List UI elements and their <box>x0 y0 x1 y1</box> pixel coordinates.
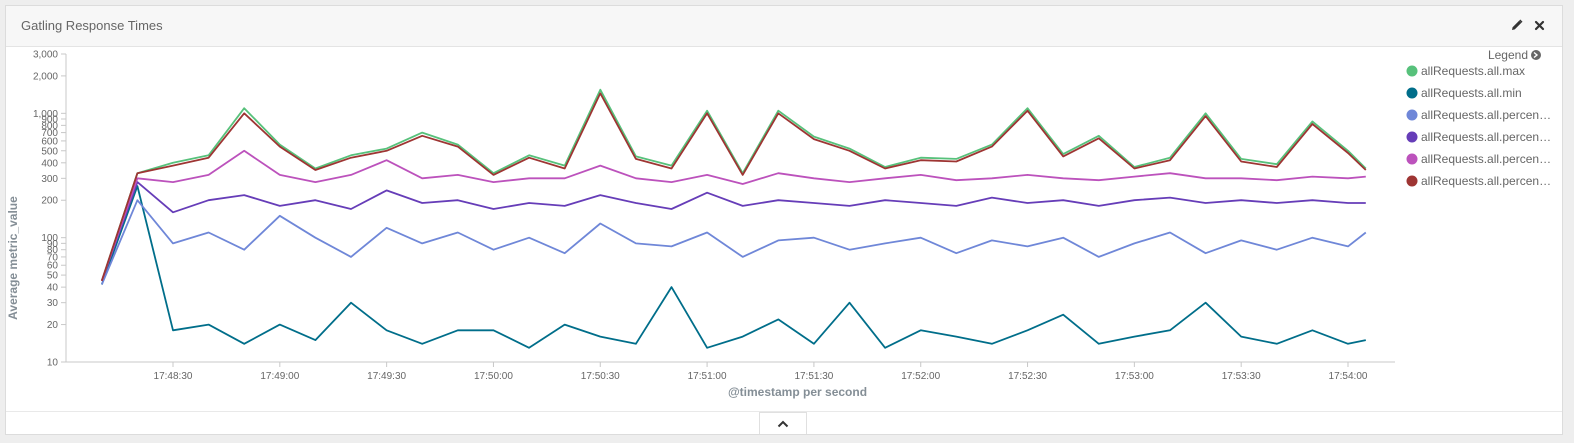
pencil-icon[interactable] <box>1508 16 1526 34</box>
series-line-2 <box>100 185 1366 349</box>
series-line-4 <box>100 181 1366 282</box>
x-tick-label: 17:50:00 <box>474 371 513 382</box>
y-tick-label: 700 <box>41 128 58 139</box>
series-line-1 <box>100 88 1367 282</box>
y-tick-label: 900 <box>41 115 58 126</box>
x-tick-label: 17:48:30 <box>154 371 193 382</box>
y-axis-title: Average metric_value <box>6 196 20 320</box>
legend-item-1[interactable]: allRequests.all.max <box>1421 64 1525 78</box>
y-tick-label: 80 <box>47 245 59 256</box>
y-tick-label: 200 <box>41 196 58 207</box>
y-tick-label: 70 <box>47 252 59 263</box>
panel-footer <box>6 411 1562 434</box>
y-tick-label: 60 <box>47 261 59 272</box>
y-tick-label: 10 <box>47 358 59 369</box>
y-tick-label: 30 <box>47 298 59 309</box>
panel-title: Gatling Response Times <box>21 18 163 33</box>
arrow-circle-right-icon-glyph <box>1533 51 1539 59</box>
y-tick-label: 90 <box>47 239 59 250</box>
y-tick-label: 3,000 <box>33 50 58 61</box>
y-tick-label: 50 <box>47 271 59 282</box>
legend-item-4[interactable]: allRequests.all.percen… <box>1421 130 1551 144</box>
x-tick-label: 17:50:30 <box>581 371 620 382</box>
legend-swatch <box>1406 153 1418 165</box>
x-tick-label: 17:51:00 <box>688 371 727 382</box>
x-tick-label: 17:49:00 <box>260 371 299 382</box>
legend-item-2[interactable]: allRequests.all.min <box>1421 86 1522 100</box>
x-axis-title: @timestamp per second <box>728 385 867 399</box>
x-tick-label: 17:49:30 <box>367 371 406 382</box>
legend-swatch <box>1406 175 1418 187</box>
y-tick-label: 20 <box>47 320 59 331</box>
y-tick-label: 1,000 <box>33 109 58 120</box>
close-icon[interactable] <box>1530 16 1548 34</box>
legend-item-5[interactable]: allRequests.all.percen… <box>1421 152 1551 166</box>
series-line-6 <box>100 92 1367 282</box>
legend-swatch <box>1406 65 1418 77</box>
x-tick-label: 17:51:30 <box>794 371 833 382</box>
y-tick-label: 100 <box>41 233 58 244</box>
y-tick-label: 300 <box>41 174 58 185</box>
legend-swatch <box>1406 109 1418 121</box>
visualization-panel: Gatling Response Times <box>5 5 1563 435</box>
y-tick-label: 600 <box>41 136 58 147</box>
y-tick-label: 800 <box>41 121 58 132</box>
series-line-5 <box>100 149 1366 282</box>
x-tick-label: 17:52:00 <box>901 371 940 382</box>
legend-item-3[interactable]: allRequests.all.percen… <box>1421 108 1551 122</box>
legend-title[interactable]: Legend <box>1488 48 1528 62</box>
y-tick-label: 40 <box>47 283 59 294</box>
y-tick-label: 400 <box>41 158 58 169</box>
x-tick-label: 17:53:00 <box>1115 371 1154 382</box>
panel-header: Gatling Response Times <box>6 6 1562 47</box>
legend-swatch <box>1406 131 1418 143</box>
chevron-up-icon[interactable] <box>759 412 807 434</box>
x-tick-label: 17:54:00 <box>1329 371 1368 382</box>
series-line-3 <box>100 199 1367 285</box>
legend-swatch <box>1406 87 1418 99</box>
x-tick-label: 17:52:30 <box>1008 371 1047 382</box>
legend-item-6[interactable]: allRequests.all.percen… <box>1421 174 1551 188</box>
x-tick-label: 17:53:30 <box>1222 371 1261 382</box>
y-tick-label: 2,000 <box>33 71 58 82</box>
y-tick-label: 500 <box>41 146 58 157</box>
